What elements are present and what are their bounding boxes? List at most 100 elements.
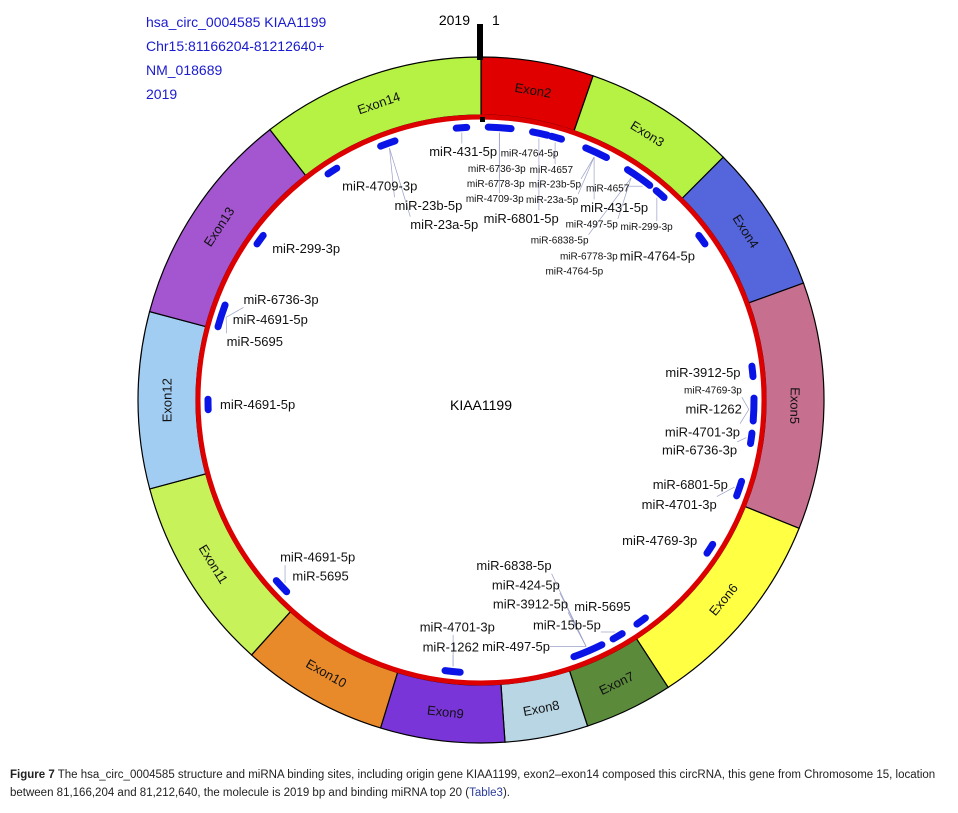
binding-site-mark[interactable] xyxy=(624,166,644,182)
binding-site-mark[interactable] xyxy=(484,123,515,133)
mirna-label: miR-4657 xyxy=(530,165,574,176)
mirna-label: miR-5695 xyxy=(292,569,348,584)
origin-marker xyxy=(480,117,485,122)
label-leader-line xyxy=(577,156,595,195)
mirna-label: miR-4691-5p xyxy=(233,312,308,327)
mirna-label: miR-431-5p xyxy=(429,144,497,159)
mirna-label: miR-4764-5p xyxy=(620,248,695,263)
label-leader-line xyxy=(588,177,632,235)
mirna-label: miR-6801-5p xyxy=(653,477,728,492)
label-leader-line xyxy=(741,396,750,410)
transcript-id: NM_018689 xyxy=(146,62,223,78)
length-bp: 2019 xyxy=(146,86,178,102)
mirna-label: miR-4701-3p xyxy=(642,497,717,512)
chromosome-location: Chr15:81166204-81212640+ xyxy=(146,38,325,54)
binding-site-mark[interactable] xyxy=(529,128,551,139)
table-link[interactable]: Table3 xyxy=(469,787,503,799)
mirna-label: miR-6736-3p xyxy=(468,164,526,175)
mirna-label: miR-4709-3p xyxy=(466,194,524,205)
mirna-label: miR-15b-5p xyxy=(533,618,601,633)
exon-label: Exon5 xyxy=(787,387,803,424)
binding-site-mark[interactable] xyxy=(582,144,610,162)
mirna-label: miR-497-5p xyxy=(482,639,550,654)
mirna-label: miR-299-3p xyxy=(272,241,340,256)
tick-start-label: 1 xyxy=(492,12,500,28)
label-leader-line xyxy=(580,156,595,180)
figure-caption: Figure 7 The hsa_circ_0004585 structure … xyxy=(10,766,955,802)
caption-end: ). xyxy=(502,787,510,799)
binding-site-mark[interactable] xyxy=(747,429,756,447)
mirna-label: miR-4657 xyxy=(586,183,630,194)
origin-tick xyxy=(477,24,483,60)
mirna-label: miR-5695 xyxy=(227,334,283,349)
mirna-label: miR-3912-5p xyxy=(493,597,568,612)
binding-site-mark[interactable] xyxy=(214,301,229,331)
binding-site-mark[interactable] xyxy=(733,477,746,500)
figure-label: Figure 7 xyxy=(10,769,55,781)
caption-text: The hsa_circ_0004585 structure and miRNA… xyxy=(10,769,936,799)
exon-label: Exon12 xyxy=(159,378,174,422)
mirna-label: miR-6736-3p xyxy=(662,443,737,458)
exon-label: Exon8 xyxy=(522,697,561,719)
binding-site-mark[interactable] xyxy=(452,123,471,132)
label-leader-line xyxy=(551,573,587,647)
binding-site-mark[interactable] xyxy=(637,175,654,189)
mirna-label: miR-431-5p xyxy=(580,200,648,215)
binding-site-mark[interactable] xyxy=(377,137,399,150)
binding-site-mark[interactable] xyxy=(695,231,709,248)
mirna-label: miR-1262 xyxy=(423,640,479,655)
mirna-label: miR-5695 xyxy=(574,599,630,614)
binding-site-mark[interactable] xyxy=(703,540,717,557)
mirna-label: miR-4691-5p xyxy=(280,550,355,565)
mirna-label: miR-6838-5p xyxy=(476,558,551,573)
label-leader-line xyxy=(225,317,228,334)
binding-site-mark[interactable] xyxy=(570,641,606,661)
exon-label: Exon9 xyxy=(426,702,464,721)
mirna-label: miR-424-5p xyxy=(492,577,560,592)
mirna-label: miR-4701-3p xyxy=(665,424,740,439)
circrna-info: hsa_circ_0004585 KIAA1199 Chr15:81166204… xyxy=(146,10,326,106)
mirna-label: miR-23a-5p xyxy=(526,195,579,206)
mirna-label: miR-6801-5p xyxy=(484,211,559,226)
exon-label: Exon2 xyxy=(514,80,553,101)
mirna-label: miR-6778-3p xyxy=(560,251,618,262)
label-leader-line xyxy=(736,437,747,443)
mirna-label: miR-4769-3p xyxy=(684,385,742,396)
binding-site-mark[interactable] xyxy=(748,362,757,381)
label-leader-line xyxy=(617,177,632,220)
mirna-label: miR-6778-3p xyxy=(467,179,525,190)
binding-site-mark[interactable] xyxy=(324,164,341,178)
binding-site-mark[interactable] xyxy=(272,577,291,596)
label-leader-line xyxy=(389,148,411,217)
binding-site-mark[interactable] xyxy=(253,231,267,248)
mirna-label: miR-6736-3p xyxy=(243,292,318,307)
label-leader-line xyxy=(225,307,244,318)
mirna-label: miR-4691-5p xyxy=(220,397,295,412)
binding-site-mark[interactable] xyxy=(749,394,758,425)
label-leader-line xyxy=(389,148,395,198)
binding-site-mark[interactable] xyxy=(633,614,649,628)
mirna-label: miR-4709-3p xyxy=(342,179,417,194)
binding-site-mark[interactable] xyxy=(652,187,668,201)
mirna-label: miR-299-3p xyxy=(621,222,674,233)
mirna-label: miR-4764-5p xyxy=(501,148,559,159)
mirna-label: miR-497-5p xyxy=(566,220,619,231)
mirna-label: miR-4764-5p xyxy=(545,267,603,278)
mirna-label: miR-1262 xyxy=(685,402,741,417)
mirna-label: miR-23b-5p xyxy=(529,180,582,191)
mirna-label: miR-6838-5p xyxy=(531,235,589,246)
circrna-diagram: Exon2Exon3Exon4Exon5Exon6Exon7Exon8Exon9… xyxy=(137,12,825,744)
circ-id: hsa_circ_0004585 KIAA1199 xyxy=(146,14,327,30)
tick-end-label: 2019 xyxy=(439,12,470,28)
binding-site-mark[interactable] xyxy=(609,630,626,643)
mirna-label: miR-23b-5p xyxy=(394,198,462,213)
label-leader-line xyxy=(739,409,750,424)
binding-site-mark[interactable] xyxy=(547,132,565,143)
label-leader-line xyxy=(716,486,735,497)
mirna-label: miR-3912-5p xyxy=(665,365,740,380)
mirna-label: miR-23a-5p xyxy=(410,217,478,232)
center-gene-label: KIAA1199 xyxy=(450,397,512,413)
binding-site-mark[interactable] xyxy=(441,667,464,676)
mirna-label: miR-4769-3p xyxy=(622,533,697,548)
